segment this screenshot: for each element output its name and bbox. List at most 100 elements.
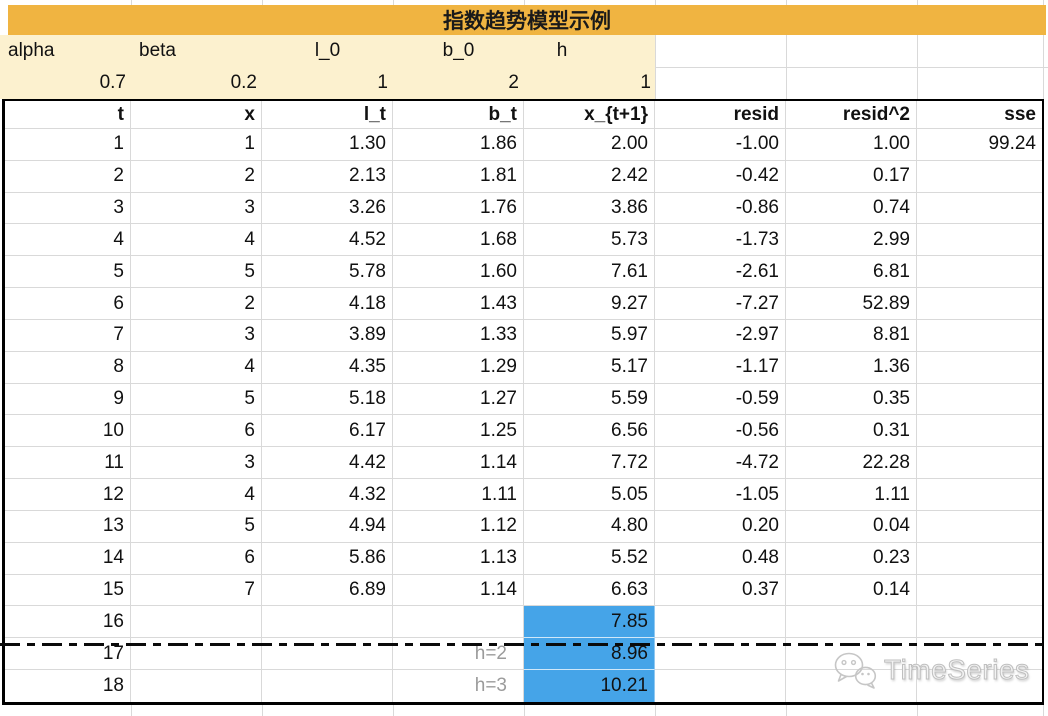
cell-row4-t[interactable]: 4 <box>5 224 131 257</box>
param-value-l0[interactable]: 1 <box>377 72 388 93</box>
cell-row2-resid[interactable]: -0.42 <box>655 160 786 193</box>
cell-row1-t[interactable]: 1 <box>5 129 131 161</box>
cell-row7-b_t[interactable]: 1.33 <box>393 319 524 352</box>
cell-row2-t[interactable]: 2 <box>5 160 131 193</box>
cell-row7-l_t[interactable]: 3.89 <box>262 319 393 352</box>
cell-row1-b_t[interactable]: 1.86 <box>393 129 524 161</box>
cell-row12-x_{t+1}[interactable]: 5.05 <box>524 479 655 511</box>
cell-row12-l_t[interactable]: 4.32 <box>262 479 393 511</box>
param-value-b0[interactable]: 2 <box>508 72 519 93</box>
cell-row14-l_t[interactable]: 5.86 <box>262 542 393 575</box>
cell-row10-resid[interactable]: -0.56 <box>655 415 786 448</box>
column-header-l_t[interactable]: l_t <box>262 101 393 129</box>
cell-row15-resid[interactable]: 0.37 <box>655 574 786 607</box>
cell-row14-resid[interactable]: 0.48 <box>655 542 786 575</box>
param-value-h[interactable]: 1 <box>640 72 651 93</box>
cell-row2-b_t[interactable]: 1.81 <box>393 160 524 193</box>
sheet-title-cell[interactable]: 指数趋势模型示例 <box>8 5 1046 35</box>
cell-row7-sse[interactable] <box>917 320 1042 352</box>
cell-row13-x_{t+1}[interactable]: 4.80 <box>524 510 655 543</box>
cell-row1-x_{t+1}[interactable]: 2.00 <box>524 129 655 161</box>
cell-row6-resid[interactable]: -7.27 <box>655 288 786 320</box>
cell-row14-x[interactable]: 6 <box>131 542 262 575</box>
cell-row10-resid^2[interactable]: 0.31 <box>786 415 917 448</box>
cell-row8-x[interactable]: 4 <box>131 351 262 384</box>
cell-row5-b_t[interactable]: 1.60 <box>393 256 524 289</box>
cell-row1-resid^2[interactable]: 1.00 <box>786 129 917 161</box>
cell-row17-resid[interactable] <box>655 638 786 671</box>
cell-row4-resid[interactable]: -1.73 <box>655 224 786 257</box>
cell-row13-x[interactable]: 5 <box>131 510 262 543</box>
cell-row9-resid^2[interactable]: 0.35 <box>786 383 917 416</box>
column-header-b_t[interactable]: b_t <box>393 101 524 129</box>
cell-row2-resid^2[interactable]: 0.17 <box>786 160 917 193</box>
cell-row10-t[interactable]: 10 <box>5 415 131 448</box>
cell-row10-x[interactable]: 6 <box>131 415 262 448</box>
cell-row8-sse[interactable] <box>917 352 1042 384</box>
cell-row4-x_{t+1}[interactable]: 5.73 <box>524 224 655 257</box>
cell-row15-sse[interactable] <box>917 575 1042 607</box>
cell-row1-l_t[interactable]: 1.30 <box>262 129 393 161</box>
cell-row4-x[interactable]: 4 <box>131 224 262 257</box>
param-value-alpha[interactable]: 0.7 <box>99 72 126 93</box>
param-label-alpha[interactable]: alpha <box>8 40 55 61</box>
cell-row6-resid^2[interactable]: 52.89 <box>786 288 917 320</box>
cell-row16-b_t[interactable] <box>393 606 524 639</box>
cell-row15-t[interactable]: 15 <box>5 574 131 607</box>
cell-row9-t[interactable]: 9 <box>5 383 131 416</box>
cell-row12-resid[interactable]: -1.05 <box>655 479 786 511</box>
cell-row9-resid[interactable]: -0.59 <box>655 383 786 416</box>
cell-row17-sse[interactable] <box>917 638 1042 671</box>
cell-row17-t[interactable]: 17 <box>5 638 131 671</box>
cell-row7-t[interactable]: 7 <box>5 319 131 352</box>
cell-row9-l_t[interactable]: 5.18 <box>262 383 393 416</box>
column-header-resid[interactable]: resid <box>655 101 786 129</box>
cell-row10-sse[interactable] <box>917 415 1042 448</box>
cell-row12-b_t[interactable]: 1.11 <box>393 479 524 511</box>
cell-row16-resid[interactable] <box>655 606 786 639</box>
cell-row3-l_t[interactable]: 3.26 <box>262 192 393 225</box>
cell-row6-sse[interactable] <box>917 288 1042 320</box>
cell-row18-x_{t+1}[interactable]: 10.21 <box>524 670 655 702</box>
cell-row8-x_{t+1}[interactable]: 5.17 <box>524 351 655 384</box>
cell-row8-b_t[interactable]: 1.29 <box>393 351 524 384</box>
cell-row6-x[interactable]: 2 <box>131 288 262 320</box>
cell-row18-t[interactable]: 18 <box>5 670 131 702</box>
cell-row1-resid[interactable]: -1.00 <box>655 129 786 161</box>
cell-row13-sse[interactable] <box>917 511 1042 543</box>
cell-row6-l_t[interactable]: 4.18 <box>262 288 393 320</box>
param-label-l0[interactable]: l_0 <box>314 40 341 61</box>
cell-row3-x_{t+1}[interactable]: 3.86 <box>524 192 655 225</box>
cell-row5-t[interactable]: 5 <box>5 256 131 289</box>
cell-row5-resid[interactable]: -2.61 <box>655 256 786 289</box>
cell-row15-l_t[interactable]: 6.89 <box>262 574 393 607</box>
cell-row6-x_{t+1}[interactable]: 9.27 <box>524 288 655 320</box>
column-header-sse[interactable]: sse <box>917 101 1042 129</box>
cell-row18-l_t[interactable] <box>262 670 393 702</box>
cell-row13-l_t[interactable]: 4.94 <box>262 510 393 543</box>
cell-row7-x_{t+1}[interactable]: 5.97 <box>524 319 655 352</box>
cell-row14-x_{t+1}[interactable]: 5.52 <box>524 542 655 575</box>
cell-row17-x[interactable] <box>131 638 262 671</box>
cell-row7-x[interactable]: 3 <box>131 319 262 352</box>
cell-row13-resid^2[interactable]: 0.04 <box>786 510 917 543</box>
cell-row13-b_t[interactable]: 1.12 <box>393 510 524 543</box>
cell-row8-t[interactable]: 8 <box>5 351 131 384</box>
cell-row12-sse[interactable] <box>917 479 1042 511</box>
cell-row11-sse[interactable] <box>917 447 1042 480</box>
cell-row7-resid^2[interactable]: 8.81 <box>786 319 917 352</box>
cell-row2-x[interactable]: 2 <box>131 160 262 193</box>
cell-row14-resid^2[interactable]: 0.23 <box>786 542 917 575</box>
param-label-h[interactable]: h <box>556 40 568 61</box>
cell-row13-t[interactable]: 13 <box>5 510 131 543</box>
cell-row16-sse[interactable] <box>917 606 1042 639</box>
cell-row11-resid[interactable]: -4.72 <box>655 447 786 480</box>
cell-row15-resid^2[interactable]: 0.14 <box>786 574 917 607</box>
cell-row14-t[interactable]: 14 <box>5 542 131 575</box>
param-value-beta[interactable]: 0.2 <box>230 72 257 93</box>
cell-row4-sse[interactable] <box>917 224 1042 257</box>
cell-row9-x_{t+1}[interactable]: 5.59 <box>524 383 655 416</box>
cell-row12-x[interactable]: 4 <box>131 479 262 511</box>
cell-row17-l_t[interactable] <box>262 638 393 671</box>
cell-row4-resid^2[interactable]: 2.99 <box>786 224 917 257</box>
